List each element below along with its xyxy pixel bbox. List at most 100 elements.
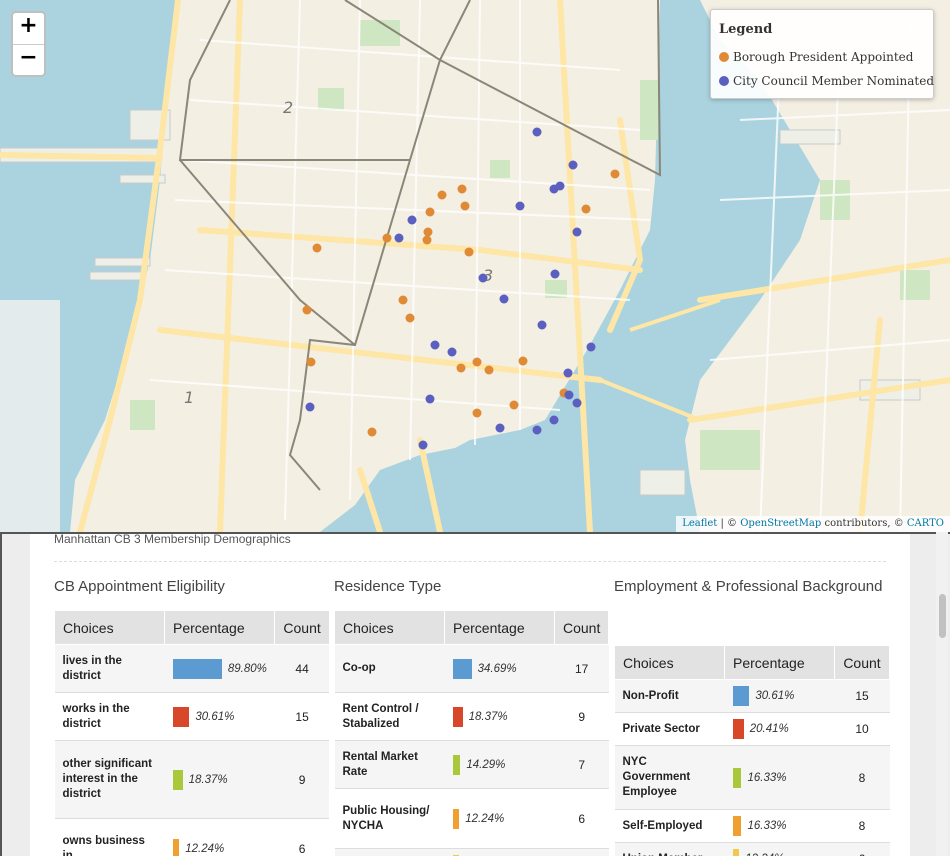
borough-president-marker[interactable] — [437, 190, 447, 200]
zoom-out-button[interactable]: − — [13, 44, 44, 75]
percentage-label: 34.69% — [477, 662, 517, 675]
council-member-marker[interactable] — [430, 340, 440, 350]
borough-president-marker[interactable] — [405, 313, 415, 323]
council-member-marker[interactable] — [549, 415, 559, 425]
council-member-marker[interactable] — [495, 423, 505, 433]
council-member-marker[interactable] — [515, 201, 525, 211]
council-member-marker[interactable] — [586, 342, 596, 352]
table-row: lives in the district 89.80% 44 — [54, 644, 330, 693]
council-member-marker[interactable] — [537, 320, 547, 330]
table-row: owns business in 12.24% 6 — [54, 818, 330, 856]
council-member-marker[interactable] — [394, 233, 404, 243]
choice-cell: NYC Government Employee — [614, 745, 725, 810]
borough-president-marker[interactable] — [509, 400, 519, 410]
borough-president-marker[interactable] — [484, 365, 494, 375]
borough-president-marker[interactable] — [464, 247, 474, 257]
borough-president-marker[interactable] — [312, 243, 322, 253]
map-view[interactable]: 2 3 1 + − Legend Borough President Appoi… — [0, 0, 950, 532]
borough-president-marker[interactable] — [581, 204, 591, 214]
borough-president-marker[interactable] — [425, 207, 435, 217]
percentage-bar — [452, 754, 461, 775]
borough-president-marker[interactable] — [422, 235, 432, 245]
borough-president-marker[interactable] — [518, 356, 528, 366]
section-title: CB Appointment Eligibility — [54, 578, 225, 595]
percentage-label: 20.41% — [749, 723, 789, 736]
zoom-control: + − — [11, 11, 46, 77]
percentage-bar — [172, 706, 190, 727]
leaflet-link[interactable]: Leaflet — [682, 518, 718, 529]
council-member-marker[interactable] — [447, 347, 457, 357]
legend-label: City Council Member Nominated — [733, 74, 935, 88]
borough-president-marker[interactable] — [460, 201, 470, 211]
count-cell: 9 — [554, 692, 609, 741]
carto-link[interactable]: CARTO — [906, 518, 944, 529]
count-cell: 6 — [834, 842, 890, 856]
borough-president-marker[interactable] — [456, 363, 466, 373]
district-label-2: 2 — [283, 98, 294, 117]
column-header-choices: Choices — [54, 610, 165, 645]
percentage-label: 14.29% — [466, 758, 506, 771]
borough-president-marker[interactable] — [610, 169, 620, 179]
council-member-marker[interactable] — [407, 215, 417, 225]
choice-cell: Self-Employed — [614, 809, 725, 843]
percentage-bar — [172, 769, 183, 790]
borough-president-marker[interactable] — [472, 408, 482, 418]
borough-president-marker[interactable] — [472, 357, 482, 367]
scrollbar-thumb[interactable] — [939, 594, 946, 638]
council-member-marker[interactable] — [563, 368, 573, 378]
demographics-table: Choices Percentage Count Non-Profit 30.61% 15… — [614, 645, 890, 856]
osm-link[interactable]: OpenStreetMap — [740, 518, 822, 529]
council-member-marker[interactable] — [478, 273, 488, 283]
council-member-marker[interactable] — [550, 269, 560, 279]
table-row: Union Member 12.24% 6 — [614, 842, 890, 856]
count-cell: 9 — [274, 740, 330, 819]
table-row: other significant interest in the distri… — [54, 740, 330, 819]
borough-president-marker[interactable] — [382, 233, 392, 243]
choice-cell: other significant interest in the distri… — [54, 740, 165, 819]
council-member-marker[interactable] — [499, 294, 509, 304]
choice-cell: Public Housing/ NYCHA — [334, 788, 445, 849]
section-title: Employment & Professional Background — [614, 578, 883, 595]
zoom-in-button[interactable]: + — [13, 13, 44, 44]
council-member-marker[interactable] — [568, 160, 578, 170]
count-cell: 8 — [834, 745, 890, 810]
demographics-table: Choices Percentage Count Co-op 34.69% 17 Rent … — [334, 610, 610, 856]
member-markers — [302, 127, 620, 450]
count-cell: 6 — [274, 818, 330, 856]
council-member-marker[interactable] — [532, 127, 542, 137]
column-header-choices: Choices — [334, 610, 445, 645]
borough-president-marker[interactable] — [457, 184, 467, 194]
column-header-percentage: Percentage — [444, 610, 555, 645]
panel-scrollbar[interactable] — [936, 532, 948, 856]
council-member-marker[interactable] — [532, 425, 542, 435]
percentage-cell: 8.16% — [444, 848, 555, 856]
borough-president-marker[interactable] — [423, 227, 433, 237]
council-member-marker[interactable] — [572, 398, 582, 408]
council-member-marker[interactable] — [418, 440, 428, 450]
manhattan-land — [70, 0, 660, 532]
council-member-marker[interactable] — [572, 227, 582, 237]
choice-cell: Co-op — [334, 644, 445, 693]
borough-president-marker[interactable] — [302, 305, 312, 315]
percentage-cell: 16.33% — [724, 809, 835, 843]
district-label-3: 3 — [483, 266, 494, 285]
choice-cell: Rental Market Rate — [334, 740, 445, 789]
percentage-cell: 89.80% — [164, 644, 275, 693]
borough-president-marker[interactable] — [367, 427, 377, 437]
count-cell: 7 — [554, 740, 609, 789]
percentage-bar — [452, 706, 463, 727]
demographics-table: Choices Percentage Count lives in the distr… — [54, 610, 330, 856]
bridges — [599, 298, 721, 422]
borough-president-marker[interactable] — [398, 295, 408, 305]
table-row: Rent Control / Stabalized 18.37% 9 — [334, 692, 609, 741]
table-row: Public Housing/ NYCHA 12.24% 6 — [334, 788, 609, 849]
council-member-marker[interactable] — [425, 394, 435, 404]
percentage-bar — [172, 658, 222, 679]
section-title: Residence Type — [334, 578, 442, 595]
column-header-percentage: Percentage — [163, 610, 276, 645]
street-grid — [149, 0, 950, 532]
council-member-marker[interactable] — [555, 181, 565, 191]
borough-president-marker[interactable] — [306, 357, 316, 367]
council-member-marker[interactable] — [564, 390, 574, 400]
council-member-marker[interactable] — [305, 402, 315, 412]
